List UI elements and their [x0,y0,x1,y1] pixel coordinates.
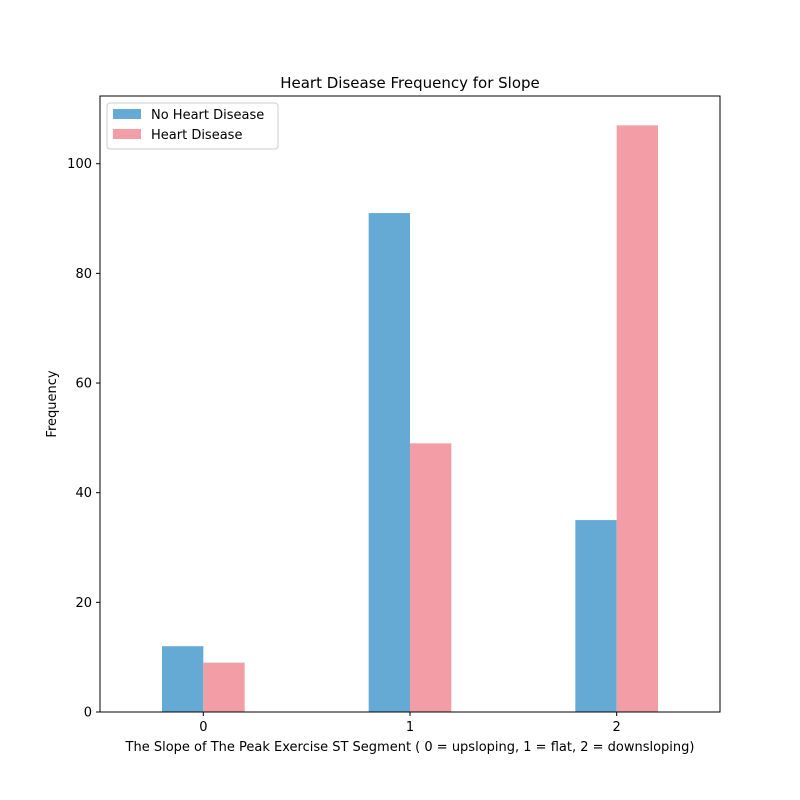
bar-heart-disease-0 [203,662,245,712]
legend-swatch-no-heart-disease [113,109,141,119]
x-tick-label: 2 [613,720,621,735]
legend-swatch-heart-disease [113,129,141,139]
chart-title: Heart Disease Frequency for Slope [280,74,540,92]
bar-no-heart-disease-1 [368,213,410,712]
plot-frame [99,95,721,713]
y-tick-label: 60 [75,377,92,392]
x-tick-label: 1 [406,720,414,735]
bar-heart-disease-2 [616,125,658,713]
x-tick-label: 0 [199,720,207,735]
y-axis: 0 20 40 60 80 100 [67,157,100,721]
x-axis-label: The Slope of The Peak Exercise ST Segmen… [125,740,695,755]
y-tick-label: 0 [84,706,92,721]
bars-group [162,125,658,713]
y-tick-label: 40 [75,486,92,501]
bar-heart-disease-1 [410,443,452,712]
bar-no-heart-disease-0 [162,646,204,712]
y-axis-label: Frequency [45,370,60,437]
y-tick-label: 80 [75,267,92,282]
legend-box [106,102,279,150]
y-tick-label: 100 [67,157,92,172]
legend-label-heart-disease: Heart Disease [151,128,242,143]
legend-label-no-heart-disease: No Heart Disease [151,108,264,123]
bar-no-heart-disease-2 [575,520,617,712]
x-axis: 0 1 2 [199,712,621,735]
legend: No Heart Disease Heart Disease [106,102,279,150]
y-tick-label: 20 [75,596,92,611]
